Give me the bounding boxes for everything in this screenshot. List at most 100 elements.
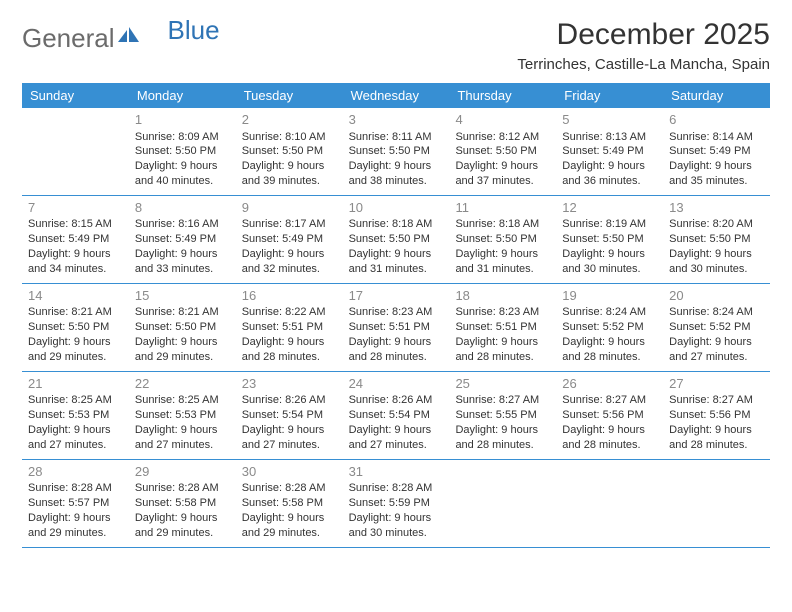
- sunset-text: Sunset: 5:49 PM: [135, 232, 230, 247]
- weekday-label: Tuesday: [236, 83, 343, 108]
- weekday-header: Sunday Monday Tuesday Wednesday Thursday…: [22, 83, 770, 108]
- day-number: 8: [135, 199, 230, 217]
- calendar-week: 28 Sunrise: 8:28 AM Sunset: 5:57 PM Dayligh…: [22, 460, 770, 548]
- sunset-text: Sunset: 5:57 PM: [28, 496, 123, 511]
- weekday-label: Thursday: [449, 83, 556, 108]
- sunset-text: Sunset: 5:50 PM: [669, 232, 764, 247]
- daylight-text: Daylight: 9 hours and 27 minutes.: [28, 423, 123, 453]
- logo-sail-icon: [116, 20, 140, 51]
- sunset-text: Sunset: 5:53 PM: [135, 408, 230, 423]
- calendar-day: 3Sunrise: 8:11 AMSunset: 5:50 PMDaylight…: [343, 108, 450, 195]
- daylight-text: Daylight: 9 hours and 36 minutes.: [562, 159, 657, 189]
- calendar-day: 30Sunrise: 8:28 AMSunset: 5:58 PMDayligh…: [236, 460, 343, 547]
- sunset-text: Sunset: 5:54 PM: [349, 408, 444, 423]
- day-number: 26: [562, 375, 657, 393]
- sunset-text: Sunset: 5:51 PM: [349, 320, 444, 335]
- calendar-day: 5Sunrise: 8:13 AMSunset: 5:49 PMDaylight…: [556, 108, 663, 195]
- daylight-text: Daylight: 9 hours and 28 minutes.: [455, 423, 550, 453]
- sunrise-text: Sunrise: 8:14 AM: [669, 130, 764, 145]
- sunrise-text: Sunrise: 8:18 AM: [455, 217, 550, 232]
- calendar-day: 2Sunrise: 8:10 AMSunset: 5:50 PMDaylight…: [236, 108, 343, 195]
- calendar-day: 21Sunrise: 8:25 AMSunset: 5:53 PMDayligh…: [22, 372, 129, 459]
- calendar-week: 1Sunrise: 8:09 AMSunset: 5:50 PMDaylight…: [22, 108, 770, 196]
- sunrise-text: Sunrise: 8:23 AM: [455, 305, 550, 320]
- day-number: 30: [242, 463, 337, 481]
- sunrise-text: Sunrise: 8:27 AM: [562, 393, 657, 408]
- calendar-day: 10Sunrise: 8:18 AMSunset: 5:50 PMDayligh…: [343, 196, 450, 283]
- daylight-text: Daylight: 9 hours and 29 minutes.: [135, 511, 230, 541]
- weekday-label: Wednesday: [343, 83, 450, 108]
- sunrise-text: Sunrise: 8:25 AM: [135, 393, 230, 408]
- calendar-day: 31Sunrise: 8:28 AMSunset: 5:59 PMDayligh…: [343, 460, 450, 547]
- day-number: 14: [28, 287, 123, 305]
- sunrise-text: Sunrise: 8:12 AM: [455, 130, 550, 145]
- daylight-text: Daylight: 9 hours and 29 minutes.: [135, 335, 230, 365]
- sunset-text: Sunset: 5:49 PM: [562, 144, 657, 159]
- calendar-day: 9Sunrise: 8:17 AMSunset: 5:49 PMDaylight…: [236, 196, 343, 283]
- daylight-text: Daylight: 9 hours and 40 minutes.: [135, 159, 230, 189]
- calendar-day: 27Sunrise: 8:27 AMSunset: 5:56 PMDayligh…: [663, 372, 770, 459]
- sunrise-text: Sunrise: 8:13 AM: [562, 130, 657, 145]
- day-number: 9: [242, 199, 337, 217]
- daylight-text: Daylight: 9 hours and 27 minutes.: [669, 335, 764, 365]
- sunset-text: Sunset: 5:50 PM: [135, 320, 230, 335]
- sunrise-text: Sunrise: 8:17 AM: [242, 217, 337, 232]
- calendar-day: 12Sunrise: 8:19 AMSunset: 5:50 PMDayligh…: [556, 196, 663, 283]
- sunrise-text: Sunrise: 8:10 AM: [242, 130, 337, 145]
- header: General Blue December 2025 Terrinches, C…: [22, 18, 770, 73]
- sunrise-text: Sunrise: 8:11 AM: [349, 130, 444, 145]
- calendar-day-empty: [663, 460, 770, 547]
- sunrise-text: Sunrise: 8:20 AM: [669, 217, 764, 232]
- day-number: 7: [28, 199, 123, 217]
- calendar-day: 24Sunrise: 8:26 AMSunset: 5:54 PMDayligh…: [343, 372, 450, 459]
- calendar-day: 29Sunrise: 8:28 AMSunset: 5:58 PMDayligh…: [129, 460, 236, 547]
- calendar-day: 4Sunrise: 8:12 AMSunset: 5:50 PMDaylight…: [449, 108, 556, 195]
- calendar-day: 11Sunrise: 8:18 AMSunset: 5:50 PMDayligh…: [449, 196, 556, 283]
- calendar-day: 1Sunrise: 8:09 AMSunset: 5:50 PMDaylight…: [129, 108, 236, 195]
- calendar-day: 16Sunrise: 8:22 AMSunset: 5:51 PMDayligh…: [236, 284, 343, 371]
- calendar-day: 23Sunrise: 8:26 AMSunset: 5:54 PMDayligh…: [236, 372, 343, 459]
- sunset-text: Sunset: 5:50 PM: [242, 144, 337, 159]
- day-number: 29: [135, 463, 230, 481]
- sunset-text: Sunset: 5:58 PM: [242, 496, 337, 511]
- sunrise-text: Sunrise: 8:28 AM: [349, 481, 444, 496]
- day-number: 10: [349, 199, 444, 217]
- sunrise-text: Sunrise: 8:27 AM: [455, 393, 550, 408]
- calendar-day: 26Sunrise: 8:27 AMSunset: 5:56 PMDayligh…: [556, 372, 663, 459]
- sunrise-text: Sunrise: 8:18 AM: [349, 217, 444, 232]
- calendar-day: 6Sunrise: 8:14 AMSunset: 5:49 PMDaylight…: [663, 108, 770, 195]
- location: Terrinches, Castille-La Mancha, Spain: [517, 56, 770, 73]
- calendar-day: 7Sunrise: 8:15 AMSunset: 5:49 PMDaylight…: [22, 196, 129, 283]
- brand-logo: General Blue: [22, 18, 220, 57]
- sunset-text: Sunset: 5:53 PM: [28, 408, 123, 423]
- daylight-text: Daylight: 9 hours and 27 minutes.: [242, 423, 337, 453]
- day-number: 15: [135, 287, 230, 305]
- sunset-text: Sunset: 5:50 PM: [349, 232, 444, 247]
- sunset-text: Sunset: 5:56 PM: [669, 408, 764, 423]
- daylight-text: Daylight: 9 hours and 37 minutes.: [455, 159, 550, 189]
- day-number: 28: [28, 463, 123, 481]
- calendar-day: 14Sunrise: 8:21 AMSunset: 5:50 PMDayligh…: [22, 284, 129, 371]
- calendar: Sunday Monday Tuesday Wednesday Thursday…: [22, 83, 770, 548]
- sunrise-text: Sunrise: 8:21 AM: [28, 305, 123, 320]
- sunset-text: Sunset: 5:49 PM: [669, 144, 764, 159]
- day-number: 5: [562, 111, 657, 129]
- calendar-day: 13Sunrise: 8:20 AMSunset: 5:50 PMDayligh…: [663, 196, 770, 283]
- daylight-text: Daylight: 9 hours and 32 minutes.: [242, 247, 337, 277]
- sunset-text: Sunset: 5:51 PM: [242, 320, 337, 335]
- sunset-text: Sunset: 5:56 PM: [562, 408, 657, 423]
- sunrise-text: Sunrise: 8:25 AM: [28, 393, 123, 408]
- weekday-label: Friday: [556, 83, 663, 108]
- day-number: 6: [669, 111, 764, 129]
- sunset-text: Sunset: 5:52 PM: [669, 320, 764, 335]
- day-number: 24: [349, 375, 444, 393]
- daylight-text: Daylight: 9 hours and 31 minutes.: [455, 247, 550, 277]
- sunset-text: Sunset: 5:50 PM: [28, 320, 123, 335]
- calendar-week: 7Sunrise: 8:15 AMSunset: 5:49 PMDaylight…: [22, 196, 770, 284]
- sunrise-text: Sunrise: 8:26 AM: [349, 393, 444, 408]
- day-number: 18: [455, 287, 550, 305]
- calendar-day: 22Sunrise: 8:25 AMSunset: 5:53 PMDayligh…: [129, 372, 236, 459]
- daylight-text: Daylight: 9 hours and 29 minutes.: [242, 511, 337, 541]
- daylight-text: Daylight: 9 hours and 34 minutes.: [28, 247, 123, 277]
- calendar-day: 18Sunrise: 8:23 AMSunset: 5:51 PMDayligh…: [449, 284, 556, 371]
